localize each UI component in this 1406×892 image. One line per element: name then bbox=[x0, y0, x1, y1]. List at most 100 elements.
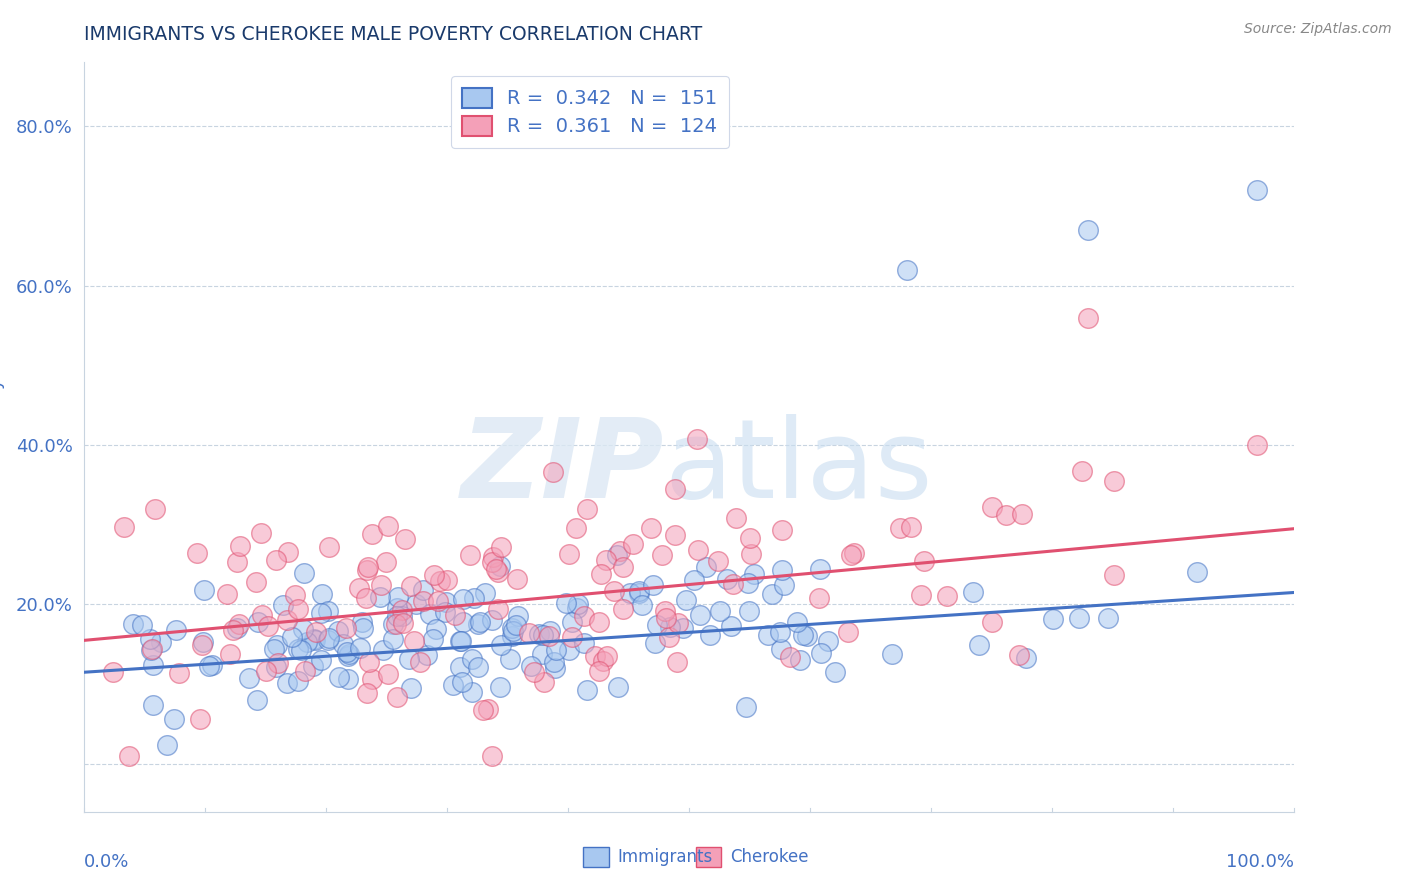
Point bbox=[318, 541, 340, 555]
Point bbox=[263, 642, 285, 657]
Point bbox=[576, 682, 599, 697]
Point bbox=[707, 554, 730, 568]
Point bbox=[574, 608, 596, 623]
Point bbox=[686, 543, 709, 558]
Point bbox=[361, 527, 384, 541]
Point bbox=[658, 631, 681, 645]
Point bbox=[770, 523, 793, 537]
Point bbox=[217, 587, 239, 601]
Point bbox=[371, 642, 394, 657]
Point bbox=[302, 658, 325, 673]
Point bbox=[520, 659, 543, 673]
Point bbox=[664, 483, 686, 497]
Point bbox=[912, 553, 935, 567]
Point bbox=[467, 616, 489, 631]
Point bbox=[103, 665, 125, 679]
Point bbox=[294, 664, 316, 678]
Point bbox=[609, 544, 631, 558]
Point bbox=[287, 641, 309, 656]
Point bbox=[385, 608, 408, 623]
Point bbox=[502, 624, 524, 639]
Point bbox=[645, 618, 668, 632]
Point bbox=[628, 586, 651, 600]
Point bbox=[621, 537, 644, 551]
Point bbox=[450, 634, 472, 648]
Point bbox=[423, 568, 446, 582]
Point bbox=[882, 647, 904, 661]
Point bbox=[1246, 183, 1268, 197]
Point bbox=[163, 712, 186, 726]
Point bbox=[142, 698, 165, 712]
Point bbox=[387, 690, 409, 704]
Point bbox=[350, 615, 373, 630]
Point bbox=[451, 615, 474, 629]
Point bbox=[686, 432, 709, 446]
Point bbox=[541, 466, 564, 480]
Point bbox=[1185, 565, 1208, 579]
Point bbox=[139, 632, 162, 647]
Point bbox=[201, 658, 224, 673]
Point bbox=[481, 549, 503, 564]
Point bbox=[474, 586, 496, 600]
Point bbox=[228, 617, 250, 632]
Point bbox=[501, 630, 523, 644]
Text: Immigrants: Immigrants bbox=[617, 848, 713, 866]
Point bbox=[198, 659, 221, 673]
Point bbox=[337, 647, 360, 661]
Point bbox=[381, 632, 404, 646]
Point bbox=[357, 656, 380, 670]
Point bbox=[309, 653, 332, 667]
Point bbox=[382, 616, 405, 631]
Point bbox=[394, 532, 416, 546]
Point bbox=[592, 654, 614, 668]
Point bbox=[567, 601, 589, 615]
Point bbox=[640, 520, 662, 534]
Point bbox=[361, 673, 384, 687]
Point bbox=[486, 602, 509, 616]
Point bbox=[354, 591, 377, 605]
Point bbox=[287, 674, 309, 689]
Point bbox=[612, 560, 634, 574]
Point bbox=[291, 622, 314, 636]
Point bbox=[969, 638, 991, 652]
Point bbox=[451, 592, 474, 607]
Point bbox=[720, 619, 742, 633]
Point bbox=[276, 613, 298, 627]
Point bbox=[337, 648, 360, 663]
Point bbox=[336, 645, 359, 659]
Point bbox=[222, 624, 245, 638]
Point bbox=[318, 632, 340, 646]
Point bbox=[769, 625, 792, 640]
Point bbox=[468, 615, 491, 630]
Point bbox=[1042, 612, 1064, 626]
Point bbox=[742, 566, 765, 581]
Point bbox=[773, 577, 796, 591]
Point bbox=[433, 605, 456, 619]
Point bbox=[980, 500, 1002, 515]
Point bbox=[387, 591, 409, 605]
Point bbox=[368, 590, 391, 604]
Point bbox=[1104, 474, 1126, 488]
Point bbox=[995, 508, 1018, 522]
Point bbox=[554, 596, 576, 610]
Point bbox=[218, 648, 240, 662]
Point bbox=[444, 608, 467, 623]
Point bbox=[336, 672, 359, 686]
Point bbox=[527, 627, 550, 641]
Point bbox=[481, 613, 503, 627]
Point bbox=[779, 650, 801, 665]
Point bbox=[695, 559, 717, 574]
Point bbox=[254, 665, 277, 679]
Point bbox=[756, 628, 779, 642]
Point bbox=[574, 636, 596, 650]
Point bbox=[716, 572, 738, 586]
Point bbox=[467, 660, 489, 674]
Point bbox=[588, 665, 610, 679]
Point bbox=[131, 618, 153, 632]
Point bbox=[796, 629, 818, 643]
Point bbox=[419, 607, 441, 621]
Point bbox=[1102, 568, 1125, 582]
Point bbox=[738, 531, 761, 545]
Point bbox=[352, 621, 374, 635]
Point bbox=[641, 578, 664, 592]
